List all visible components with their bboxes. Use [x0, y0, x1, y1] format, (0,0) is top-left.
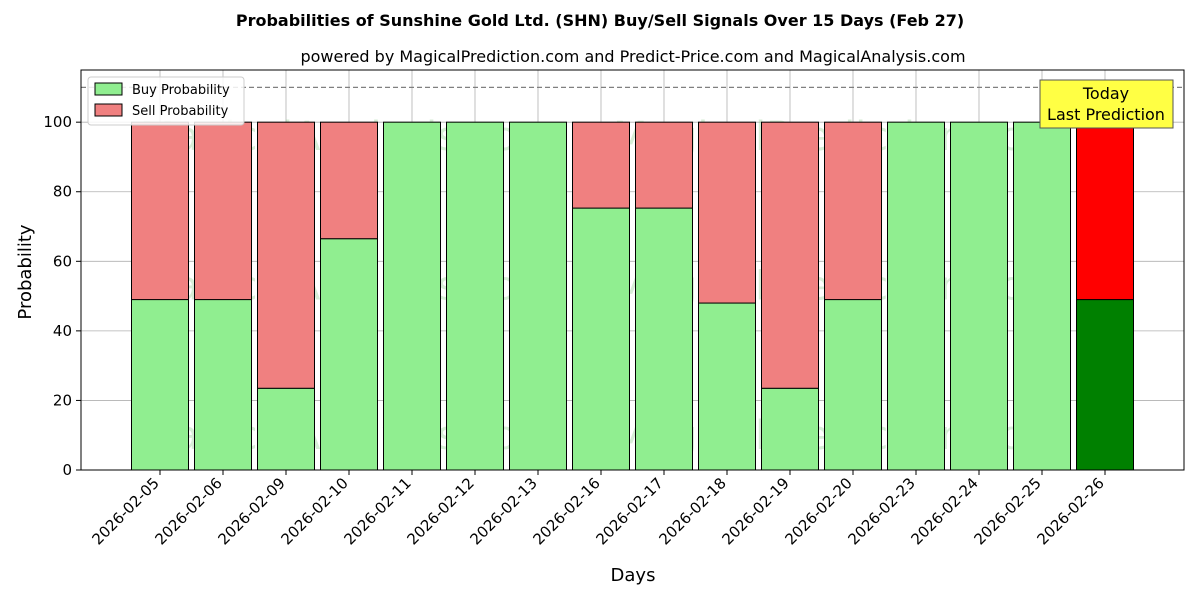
today-box — [1039, 79, 1174, 129]
x-axis: 2026-02-052026-02-062026-02-092026-02-10… — [88, 470, 1108, 548]
y-tick-label: 0 — [62, 461, 72, 479]
chart-subtitle: powered by MagicalPrediction.com and Pre… — [300, 47, 965, 66]
bar-sell — [698, 121, 756, 304]
bar-buy — [1013, 121, 1071, 471]
y-tick-label: 80 — [53, 183, 72, 201]
bar-sell — [824, 121, 882, 301]
bar-sell — [572, 121, 630, 209]
bar-buy — [635, 207, 693, 471]
bar-buy — [950, 121, 1008, 471]
x-axis-label: Days — [611, 565, 656, 586]
bar-buy — [320, 238, 378, 471]
y-tick-label: 60 — [53, 252, 72, 270]
bar-buy — [698, 302, 756, 471]
bar-buy — [446, 121, 504, 471]
legend-swatch-buy — [94, 82, 123, 96]
plot-area — [80, 69, 1185, 471]
legend-label-buy: Buy Probability — [132, 83, 230, 98]
bar-sell — [257, 121, 315, 389]
bar-buy — [509, 121, 567, 471]
bar-sell — [635, 121, 693, 209]
y-axis-label: Probability — [15, 224, 36, 319]
bar-buy — [383, 121, 441, 471]
bar-buy — [572, 207, 630, 471]
bar-buy — [257, 387, 315, 471]
legend: Buy Probability Sell Probability — [87, 76, 245, 126]
bar-sell — [131, 121, 189, 301]
bar-buy — [131, 299, 189, 471]
legend-box — [87, 76, 245, 126]
bar-buy — [824, 299, 882, 471]
bar-sell — [320, 121, 378, 240]
legend-label-sell: Sell Probability — [132, 104, 229, 119]
y-tick-label: 100 — [43, 113, 72, 131]
y-tick-label: 20 — [53, 391, 72, 409]
y-tick-label: 40 — [53, 322, 72, 340]
bar-buy — [761, 387, 819, 471]
y-axis: 0 20 40 60 80 100 — [43, 113, 81, 479]
bar-sell — [194, 121, 252, 301]
today-annotation: Today Last Prediction — [1039, 79, 1174, 129]
legend-swatch-sell — [94, 103, 123, 117]
last-prediction-label: Last Prediction — [1047, 105, 1165, 124]
bars — [131, 121, 1134, 471]
bar-sell — [761, 121, 819, 389]
x-tick-label: 2026-02-26 — [1033, 474, 1107, 548]
bar-sell — [1076, 121, 1134, 301]
today-label: Today — [1082, 84, 1129, 103]
bar-buy — [194, 299, 252, 471]
bar-buy — [887, 121, 945, 471]
chart-title: Probabilities of Sunshine Gold Ltd. (SHN… — [236, 11, 964, 30]
bar-buy — [1076, 299, 1134, 471]
